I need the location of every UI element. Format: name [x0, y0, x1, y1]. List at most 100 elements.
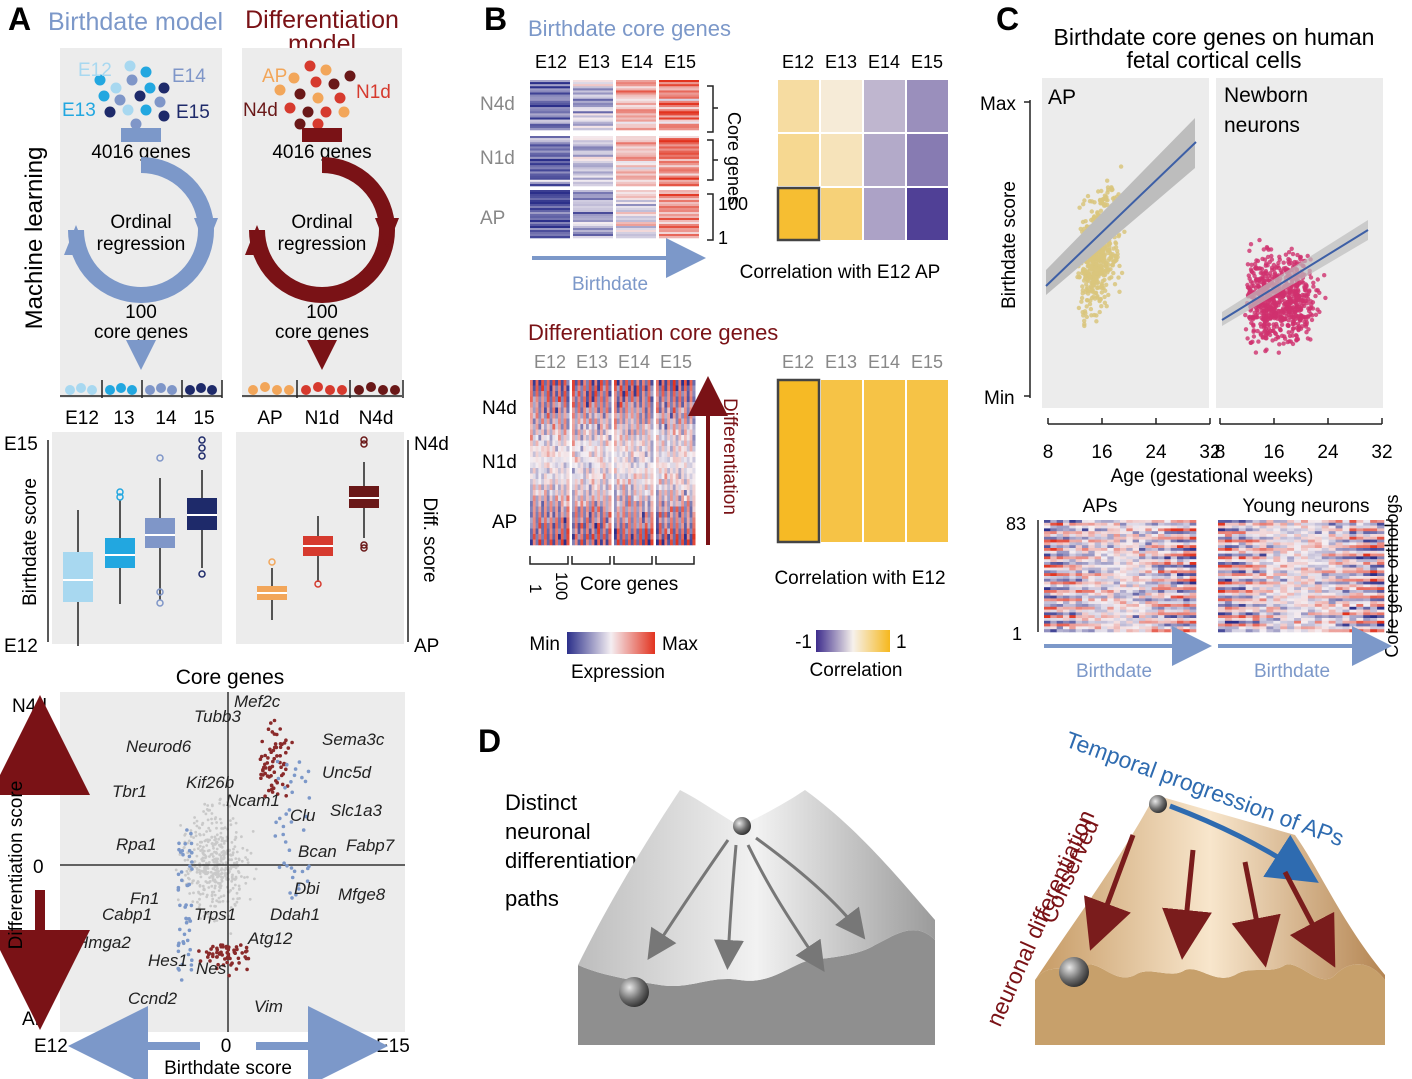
h2-cell: [630, 418, 634, 425]
h1-cell: [616, 80, 656, 83]
c-heat-cell-0: [1132, 570, 1140, 574]
h2-cell: [672, 539, 676, 546]
h2-cell: [686, 446, 690, 452]
h2-cell: [625, 407, 629, 414]
bg-gene-48: [195, 824, 199, 828]
c-heat-cell-0: [1044, 590, 1051, 594]
bg-gene-127: [196, 847, 200, 850]
neuron-cell: [1310, 300, 1316, 305]
bg-gene-182: [201, 851, 205, 855]
ap-cell: [1105, 270, 1110, 275]
birth-core-right-14: [282, 861, 286, 865]
h2-cell: [580, 473, 584, 480]
c-heat-cell-0: [1164, 542, 1171, 546]
diff-score-ylabel: Differentiation score: [6, 781, 27, 950]
h2-cell: [544, 462, 548, 469]
h2-cell: [664, 523, 668, 529]
h2-cell: [605, 418, 609, 425]
h2-cell: [608, 380, 612, 386]
c-heat-cell-0: [1050, 539, 1057, 543]
bg-gene-306: [192, 836, 196, 839]
c-heat-cell-0: [1044, 606, 1051, 610]
diff-core-up-61: [278, 745, 283, 750]
h1-cell: [530, 181, 570, 185]
h2-cell: [625, 451, 629, 458]
c-heat-cell-0: [1145, 576, 1152, 580]
c-heat-cell-0: [1063, 534, 1070, 538]
h2-cell: [614, 506, 618, 513]
h2-cell: [546, 501, 550, 507]
h2-cell: [614, 490, 618, 496]
h2-cell: [549, 468, 553, 474]
h1-cell: [573, 107, 613, 110]
c-heat-cell-0: [1170, 564, 1178, 568]
h2-cell: [678, 490, 682, 496]
h2-cell: [588, 435, 592, 441]
h2-cell: [602, 534, 606, 540]
birth-cycle-head: [64, 225, 88, 255]
bg-gene-66: [188, 892, 192, 895]
gene-label-rpa1: Rpa1: [116, 835, 157, 854]
row-ap-bottom: AP: [492, 512, 517, 533]
h1-cell: [659, 232, 699, 235]
h2-cell: [686, 517, 690, 524]
h2-cell: [619, 402, 623, 408]
h2-cell: [664, 479, 668, 485]
neuron-cell: [1322, 273, 1327, 278]
c-heat-cell-0: [1164, 525, 1171, 529]
birth-cycle-head-2: [194, 218, 218, 248]
h2-cell: [560, 435, 564, 441]
neuron-cell: [1264, 336, 1269, 341]
c-heat-cell-0: [1056, 595, 1064, 599]
h2-cell: [597, 380, 601, 386]
c-heat-cell-0: [1075, 595, 1083, 599]
h2-cell: [625, 385, 629, 392]
h2-cell: [552, 457, 556, 463]
c-heat-cell-0: [1082, 564, 1089, 568]
corr-e12-label: Correlation with E12: [774, 568, 945, 589]
h2-cell: [678, 473, 682, 480]
h2-cell: [622, 462, 626, 469]
neuron-cell: [1245, 285, 1251, 290]
h2-cell: [639, 539, 643, 546]
h2-cell: [535, 402, 539, 408]
h2-cell: [580, 380, 584, 386]
c-heat-cell-0: [1170, 567, 1178, 571]
h2-cell: [555, 424, 559, 430]
h2-cell: [538, 523, 542, 529]
h1-cell: [530, 190, 570, 193]
c-heat-cell-0: [1164, 536, 1171, 540]
h2-cell: [588, 501, 592, 507]
h2-cell: [628, 517, 632, 524]
h1-cell: [573, 156, 613, 160]
scatter-zero-y: 0: [33, 857, 44, 878]
birthdate-axis-label: Birthdate: [572, 274, 648, 295]
h1-cell: [616, 234, 656, 237]
c-heat-cell-0: [1170, 604, 1178, 608]
h2-cell: [678, 495, 682, 502]
ap-cell: [1100, 249, 1105, 255]
c-heat-cell-0: [1189, 592, 1197, 596]
c-heat-cell-0: [1120, 534, 1127, 538]
h2-cell: [692, 501, 696, 507]
h2-cell: [586, 517, 590, 524]
h2-cell: [636, 534, 640, 540]
h2-cell: [577, 451, 581, 458]
c-heat-cell-0: [1164, 584, 1171, 588]
c-heat-cell-0: [1170, 601, 1178, 605]
h1-cell: [573, 208, 613, 211]
c-heat-cell-0: [1088, 531, 1095, 535]
h2-cell: [546, 396, 550, 403]
c-heat-cell-0: [1056, 601, 1064, 605]
c-heat-cell-0: [1164, 528, 1171, 532]
c-heat-cell-0: [1132, 576, 1140, 580]
h2-cell: [538, 462, 542, 469]
c-heat-cell-0: [1132, 573, 1140, 577]
h2-cell: [622, 473, 626, 480]
c-heat-cell-0: [1132, 578, 1140, 582]
h2-cell: [608, 523, 612, 529]
h2-cell: [532, 506, 536, 513]
bg-gene-136: [184, 873, 187, 877]
bg-gene-335: [187, 876, 190, 880]
diff-core-up-66: [285, 784, 290, 788]
